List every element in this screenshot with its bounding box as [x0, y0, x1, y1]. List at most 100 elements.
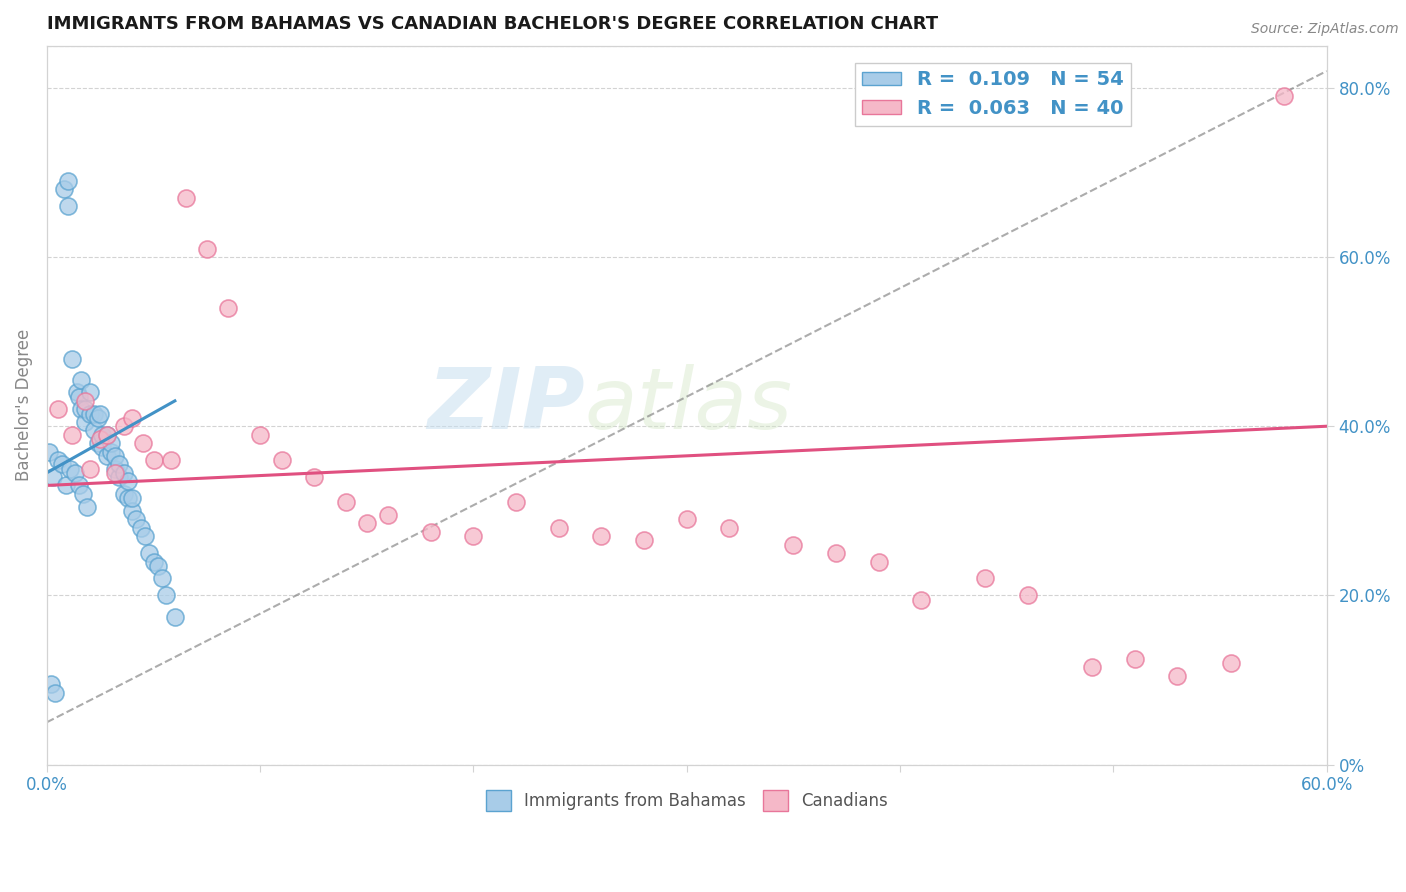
Point [163, 609, 186, 624]
Point [104, 461, 127, 475]
Point [100, 444, 122, 458]
Point [335, 495, 357, 509]
Point [104, 466, 127, 480]
Point [825, 546, 848, 560]
Point [104, 449, 127, 463]
Point [112, 466, 135, 480]
Point [51, 458, 73, 472]
Point [134, 529, 156, 543]
Point [66, 385, 89, 400]
Point [87, 436, 110, 450]
Point [132, 436, 155, 450]
Point [79, 385, 101, 400]
Point [174, 191, 197, 205]
Point [39, 677, 62, 691]
Point [58, 199, 80, 213]
Text: atlas: atlas [585, 364, 793, 447]
Point [377, 508, 399, 522]
Point [138, 546, 160, 560]
Point [46, 453, 69, 467]
Point [117, 491, 139, 505]
Point [591, 529, 613, 543]
Point [910, 592, 932, 607]
Point [270, 453, 292, 467]
Point [59, 461, 82, 475]
Point [782, 538, 804, 552]
Point [1219, 656, 1241, 670]
Point [62, 351, 84, 366]
Point [117, 474, 139, 488]
Point [217, 301, 239, 315]
Point [1272, 89, 1295, 103]
Point [129, 521, 152, 535]
Point [55, 478, 77, 492]
Point [195, 242, 218, 256]
Point [249, 427, 271, 442]
Point [96, 427, 118, 442]
Point [121, 410, 143, 425]
Point [58, 174, 80, 188]
Point [87, 410, 110, 425]
Point [100, 436, 122, 450]
Point [62, 427, 84, 442]
Point [1017, 588, 1039, 602]
Legend: Immigrants from Bahamas, Canadians: Immigrants from Bahamas, Canadians [479, 783, 894, 817]
Point [91, 427, 114, 442]
Point [1166, 669, 1188, 683]
Point [79, 461, 101, 475]
Point [121, 491, 143, 505]
Point [75, 415, 97, 429]
Point [108, 470, 131, 484]
Point [633, 533, 655, 548]
Text: IMMIGRANTS FROM BAHAMAS VS CANADIAN BACHELOR'S DEGREE CORRELATION CHART: IMMIGRANTS FROM BAHAMAS VS CANADIAN BACH… [46, 15, 938, 33]
Point [38, 444, 60, 458]
Point [72, 487, 94, 501]
Point [463, 529, 485, 543]
Point [547, 521, 569, 535]
Point [1123, 652, 1146, 666]
Point [79, 407, 101, 421]
Point [96, 427, 118, 442]
Point [67, 478, 90, 492]
Point [718, 521, 741, 535]
Point [121, 504, 143, 518]
Point [112, 487, 135, 501]
Point [83, 407, 105, 421]
Point [868, 555, 890, 569]
Point [146, 558, 169, 573]
Point [1081, 660, 1104, 674]
Point [142, 555, 165, 569]
Point [505, 495, 527, 509]
Point [150, 571, 173, 585]
Point [63, 466, 86, 480]
Point [70, 402, 93, 417]
Point [67, 390, 90, 404]
Point [52, 182, 75, 196]
Point [96, 449, 118, 463]
Point [675, 512, 697, 526]
Point [70, 373, 93, 387]
Point [142, 453, 165, 467]
Point [75, 402, 97, 417]
Point [419, 524, 441, 539]
Point [155, 588, 177, 602]
Point [42, 470, 65, 484]
Point [83, 424, 105, 438]
Point [89, 407, 111, 421]
Point [356, 516, 378, 531]
Text: ZIP: ZIP [427, 364, 585, 447]
Point [91, 441, 114, 455]
Point [112, 419, 135, 434]
Point [159, 453, 181, 467]
Point [75, 393, 97, 408]
Point [89, 432, 111, 446]
Y-axis label: Bachelor's Degree: Bachelor's Degree [15, 329, 32, 481]
Point [44, 685, 66, 699]
Point [108, 458, 131, 472]
Point [46, 402, 69, 417]
Point [302, 470, 325, 484]
Point [76, 500, 98, 514]
Text: Source: ZipAtlas.com: Source: ZipAtlas.com [1251, 22, 1399, 37]
Point [974, 571, 997, 585]
Point [125, 512, 148, 526]
